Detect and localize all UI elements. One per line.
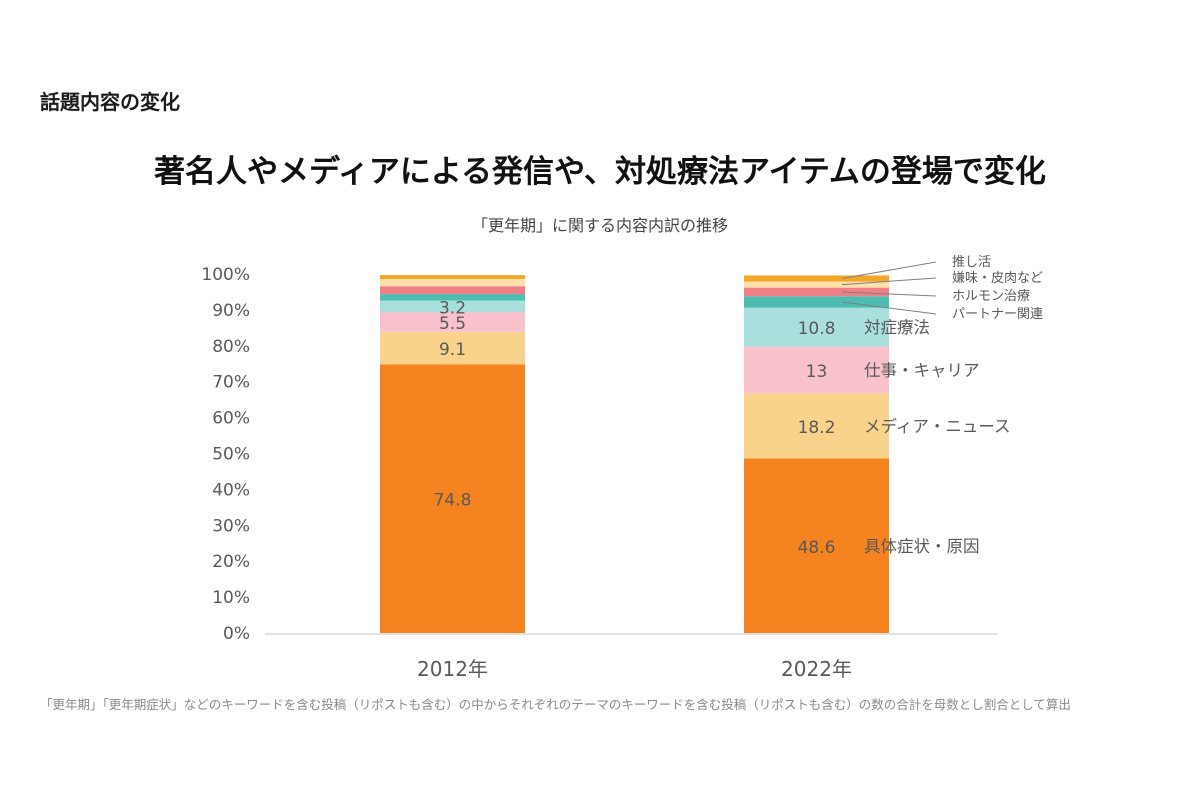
callout-leader-line bbox=[841, 261, 937, 279]
bar-segment bbox=[380, 312, 525, 332]
x-tick-label: 2022年 bbox=[781, 657, 852, 681]
section-label: 話題内容の変化 bbox=[40, 90, 180, 114]
bar-segment bbox=[744, 393, 889, 459]
bar-segment bbox=[744, 281, 889, 288]
data-label: 9.1 bbox=[439, 340, 466, 360]
bar-segment bbox=[380, 294, 525, 301]
data-label: 13 bbox=[806, 362, 828, 382]
bar-segment bbox=[744, 296, 889, 308]
bar-segment bbox=[744, 275, 889, 282]
series-label: 対症療法 bbox=[864, 318, 930, 337]
data-label: 18.2 bbox=[798, 418, 836, 438]
series-label: 仕事・キャリア bbox=[864, 361, 980, 380]
callout-label: 嫌味・皮肉など bbox=[952, 271, 1043, 286]
data-label: 74.8 bbox=[434, 491, 472, 511]
callout-label: パートナー関連 bbox=[952, 307, 1043, 322]
bar-segment bbox=[380, 364, 525, 633]
y-tick-label: 20% bbox=[212, 552, 250, 572]
headline: 著名人やメディアによる発信や、対処療法アイテムの登場で変化 bbox=[154, 154, 1046, 190]
callout-label: ホルモン治療 bbox=[952, 289, 1030, 304]
data-label: 48.6 bbox=[798, 538, 836, 558]
bar-segment bbox=[380, 279, 525, 287]
series-label: 具体症状・原因 bbox=[864, 537, 980, 556]
data-label: 10.8 bbox=[798, 319, 836, 339]
y-tick-label: 30% bbox=[212, 516, 250, 536]
callout-leader-line bbox=[841, 291, 937, 297]
data-label: 5.5 bbox=[439, 314, 466, 334]
bar-segment bbox=[744, 287, 889, 297]
y-tick-label: 90% bbox=[212, 301, 250, 321]
y-tick-label: 80% bbox=[212, 337, 250, 357]
bar-segment bbox=[380, 286, 525, 295]
x-tick-label: 2012年 bbox=[417, 657, 488, 681]
bar-segment bbox=[744, 346, 889, 394]
data-label: 3.2 bbox=[439, 298, 466, 318]
bar-segment bbox=[380, 275, 525, 280]
y-tick-label: 60% bbox=[212, 409, 250, 429]
bar-segment bbox=[380, 331, 525, 365]
y-tick-label: 70% bbox=[212, 373, 250, 393]
y-tick-label: 100% bbox=[201, 265, 250, 285]
y-tick-label: 0% bbox=[223, 624, 250, 644]
bar-segment bbox=[380, 300, 525, 313]
callout-leader-line bbox=[841, 301, 937, 315]
y-tick-label: 40% bbox=[212, 480, 250, 500]
bar-segment bbox=[744, 307, 889, 347]
series-label: メディア・ニュース bbox=[864, 416, 1011, 436]
bar-segment bbox=[744, 458, 889, 633]
callout-label: 推し活 bbox=[952, 255, 991, 270]
footnote: 「更年期」「更年期症状」などのキーワードを含む投稿（リポストも含む）の中からそれ… bbox=[40, 697, 1071, 712]
chart-title: 「更年期」に関する内容内訳の推移 bbox=[471, 216, 728, 235]
y-tick-label: 50% bbox=[212, 445, 250, 465]
callout-leader-line bbox=[841, 277, 937, 286]
y-tick-label: 10% bbox=[212, 588, 250, 608]
